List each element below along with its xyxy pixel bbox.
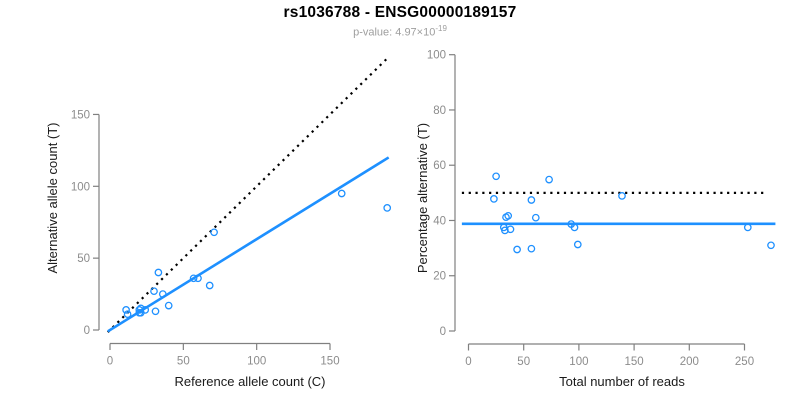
data-point xyxy=(154,268,163,277)
data-point xyxy=(158,290,167,298)
right-x-axis-title: Total number of reads xyxy=(559,374,685,389)
data-point xyxy=(122,306,130,314)
data-point xyxy=(492,172,500,181)
data-point xyxy=(506,225,515,234)
y-tick-label: 100 xyxy=(427,50,446,62)
data-point xyxy=(141,306,150,314)
pvalue-text: p-value: 4.97×10 xyxy=(353,26,436,39)
pvalue-exponent: -19 xyxy=(435,24,447,33)
left-y-axis-title: Alternative allele count (T) xyxy=(45,122,60,273)
y-tick-label: 50 xyxy=(77,253,90,265)
data-point xyxy=(189,274,198,283)
data-point xyxy=(573,240,582,249)
x-tick-label: 150 xyxy=(320,356,339,368)
x-tick-label: 0 xyxy=(465,356,471,368)
figure-title: rs1036788 - ENSG00000189157 xyxy=(283,4,517,21)
fit-line xyxy=(107,156,390,333)
data-point xyxy=(194,274,202,283)
data-point xyxy=(570,223,579,232)
data-point xyxy=(136,304,145,313)
data-point xyxy=(527,196,536,204)
data-point xyxy=(527,244,536,253)
y-tick-label: 80 xyxy=(433,105,446,117)
x-tick-label: 50 xyxy=(517,356,530,368)
data-point xyxy=(337,189,346,198)
data-point xyxy=(767,241,775,250)
x-tick-label: 100 xyxy=(569,356,588,368)
data-point xyxy=(210,228,218,237)
data-point xyxy=(504,211,513,220)
data-point xyxy=(743,223,752,232)
x-tick-label: 150 xyxy=(625,356,644,368)
data-point xyxy=(383,204,392,212)
data-point xyxy=(205,281,214,290)
y-tick-label: 0 xyxy=(84,325,90,337)
x-tick-label: 0 xyxy=(107,356,113,368)
data-point xyxy=(513,245,521,254)
x-tick-label: 100 xyxy=(247,356,266,368)
x-tick-label: 50 xyxy=(177,356,190,368)
data-point xyxy=(150,287,158,296)
x-tick-label: 250 xyxy=(735,356,754,368)
data-point xyxy=(490,195,498,203)
left-x-axis-title: Reference allele count (C) xyxy=(174,374,325,389)
y-tick-label: 150 xyxy=(71,109,90,121)
data-point xyxy=(531,213,540,222)
left-scatter-plot: Reference allele count (C) Alternative a… xyxy=(45,58,392,389)
y-tick-label: 60 xyxy=(433,160,446,172)
right-scatter-plot: Total number of reads Percentage alterna… xyxy=(415,50,776,389)
y-tick-label: 100 xyxy=(71,181,90,193)
x-tick-label: 200 xyxy=(680,356,699,368)
figure-subtitle: p-value: 4.97×10-19 xyxy=(0,24,800,39)
data-point xyxy=(618,192,626,200)
data-point xyxy=(151,307,160,316)
data-point xyxy=(123,310,132,319)
y-tick-label: 40 xyxy=(433,215,446,227)
y-tick-label: 20 xyxy=(433,271,446,283)
data-point xyxy=(545,175,553,184)
data-point xyxy=(164,301,173,310)
y-tick-label: 0 xyxy=(440,326,446,338)
right-y-axis-title: Percentage alternative (T) xyxy=(415,123,430,273)
